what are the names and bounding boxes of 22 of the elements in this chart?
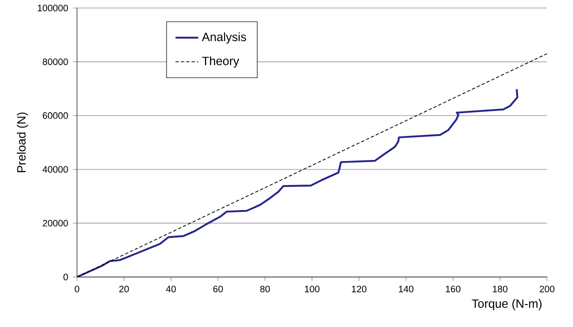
y-tick-label: 40000 xyxy=(42,166,68,173)
y-tick-label: 60000 xyxy=(42,112,68,119)
x-tick-label: 0 xyxy=(74,286,80,292)
legend-label: Theory xyxy=(202,56,240,68)
x-tick-label: 80 xyxy=(260,286,270,292)
x-tick-label: 100 xyxy=(304,286,320,292)
x-tick-label: 160 xyxy=(446,286,460,292)
x-tick-label: 120 xyxy=(352,286,366,292)
x-tick-label: 60 xyxy=(213,286,223,292)
legend-label: Analysis xyxy=(202,32,246,44)
x-tick-label: 140 xyxy=(398,286,414,292)
x-tick-label: 40 xyxy=(166,286,176,292)
y-axis-title: Preload (N) xyxy=(16,112,28,172)
line-series xyxy=(77,88,518,277)
x-tick-label: 180 xyxy=(492,286,508,292)
y-tick-label: 100000 xyxy=(38,4,68,12)
y-tick-label: 0 xyxy=(63,274,68,280)
x-tick-label: 20 xyxy=(119,286,129,292)
y-tick-label: 20000 xyxy=(42,220,68,226)
x-tick-label: 200 xyxy=(540,286,554,292)
y-tick-label: 80000 xyxy=(42,58,68,66)
x-axis-title: Torque (N-m) xyxy=(472,299,542,310)
